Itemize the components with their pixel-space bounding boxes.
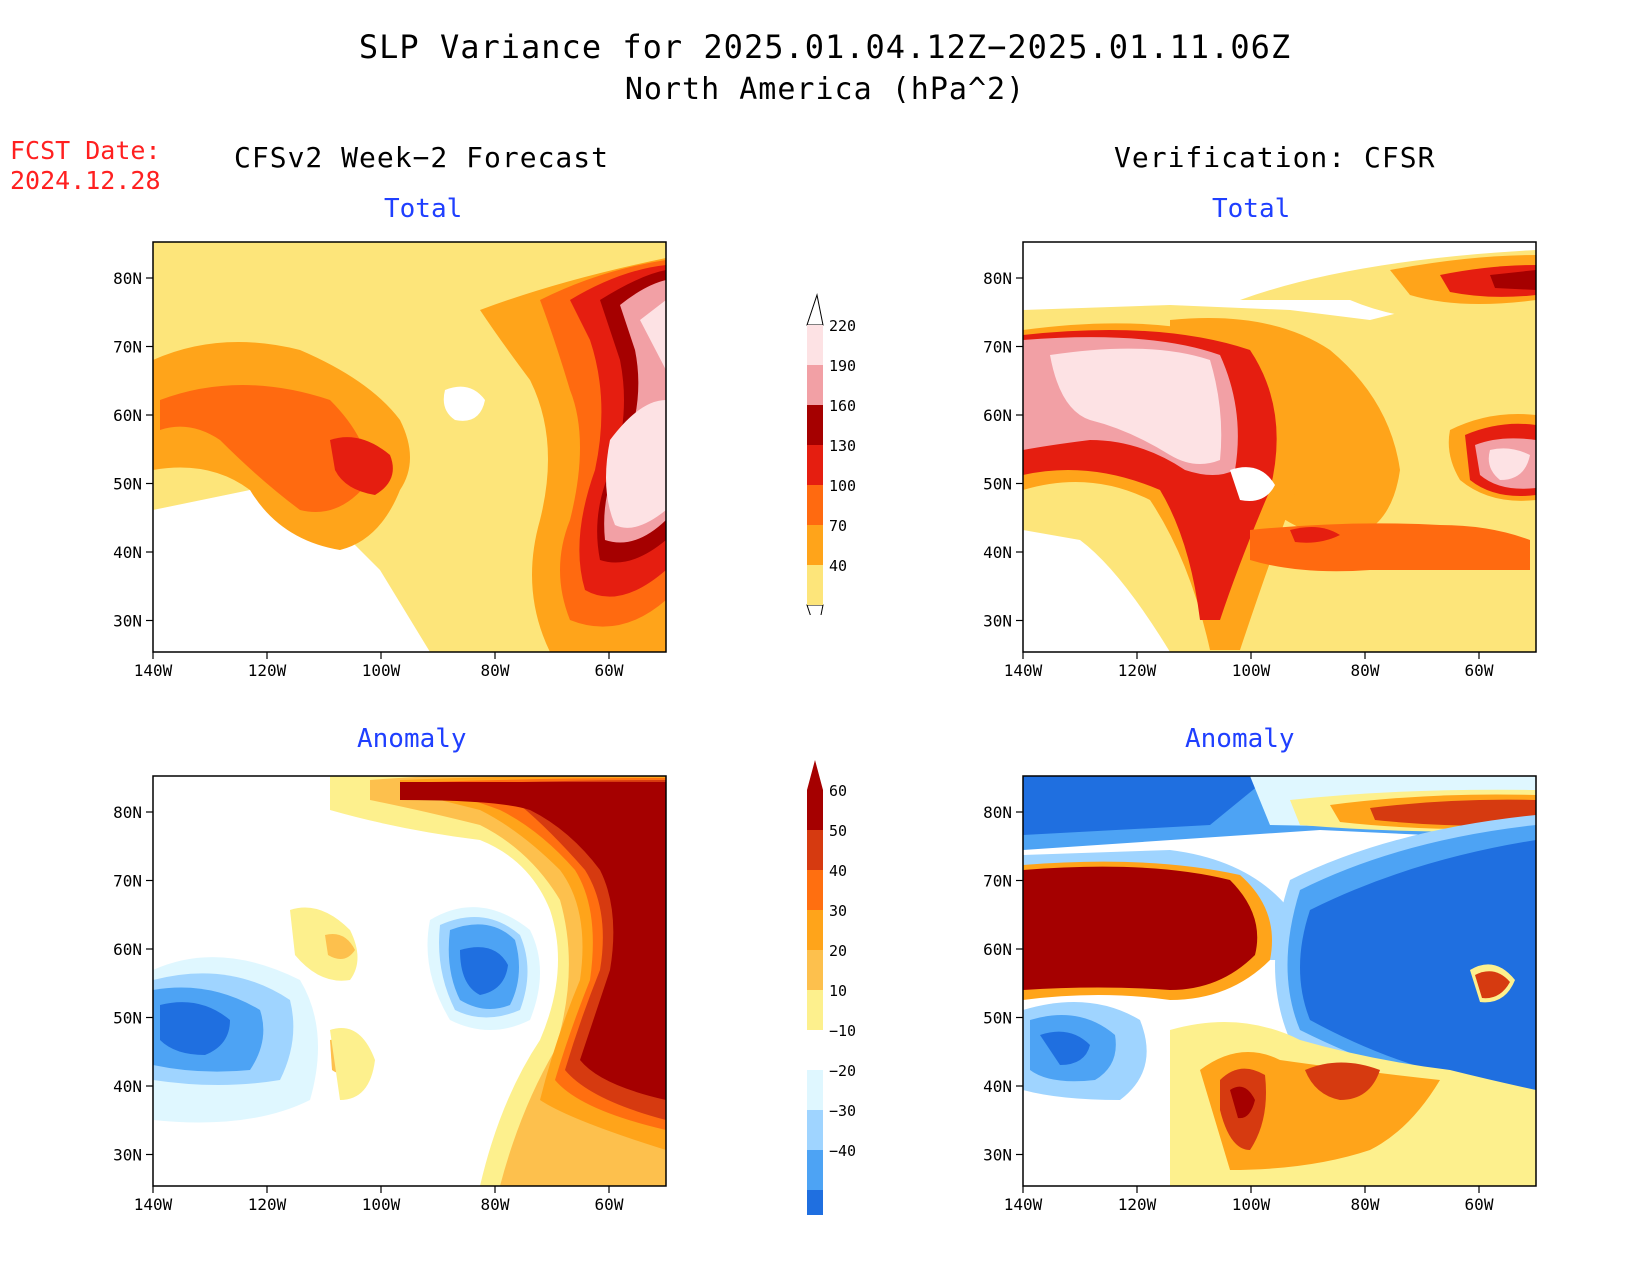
colorbar-swatch bbox=[807, 325, 823, 365]
lon-label: 120W bbox=[248, 661, 287, 680]
lon-label: 80W bbox=[481, 661, 510, 680]
map-verification-anomaly: 80N 70N 60N 50N 40N 30N 140W 120W 100W 80W 60W bbox=[983, 775, 1537, 1210]
lat-label: 40N bbox=[983, 543, 1012, 562]
panel-title-verification-anomaly: Anomaly bbox=[1185, 724, 1295, 754]
colorbar-swatch bbox=[807, 1070, 823, 1110]
colorbar-level-label: −40 bbox=[829, 1142, 856, 1160]
forecast-column-title: CFSv2 Week−2 Forecast bbox=[234, 141, 610, 174]
lon-label: 60W bbox=[1465, 661, 1494, 680]
lon-label: 140W bbox=[1004, 1195, 1043, 1210]
lat-label: 70N bbox=[113, 872, 142, 891]
colorbar-swatch bbox=[807, 525, 823, 565]
fcst-date-value: 2024.12.28 bbox=[10, 166, 161, 195]
lon-label: 60W bbox=[595, 661, 624, 680]
colorbar-level-label: 190 bbox=[829, 357, 856, 375]
lat-label: 50N bbox=[113, 475, 142, 494]
colorbar-swatch bbox=[807, 1150, 823, 1190]
colorbar-level-label: −10 bbox=[829, 1022, 856, 1040]
map-forecast-total: 80N 70N 60N 50N 40N 30N 140W 120W 100W 80W 60W bbox=[113, 241, 667, 680]
lat-label: 40N bbox=[113, 543, 142, 562]
subtitle: North America (hPa^2) bbox=[624, 72, 1026, 107]
lat-label: 80N bbox=[983, 803, 1012, 822]
colorbar-level-label: 160 bbox=[829, 397, 856, 415]
main-title: SLP Variance for 2025.01.04.12Z−2025.01.… bbox=[358, 28, 1292, 66]
colorbar-upper-arrow bbox=[807, 760, 823, 790]
colorbar-swatch bbox=[807, 830, 823, 870]
lon-label: 80W bbox=[1351, 1195, 1380, 1210]
panel-title-verification-total: Total bbox=[1212, 194, 1291, 224]
lat-label: 50N bbox=[113, 1009, 142, 1028]
lat-label: 30N bbox=[983, 1146, 1012, 1165]
lat-label: 30N bbox=[113, 1146, 142, 1165]
lat-label: 30N bbox=[113, 612, 142, 631]
colorbar-level-label: 130 bbox=[829, 437, 856, 455]
lon-label: 120W bbox=[1118, 1195, 1157, 1210]
map-forecast-anomaly: 80N 70N 60N 50N 40N 30N 140W 120W 100W 80W 60W bbox=[113, 775, 667, 1210]
lon-label: 100W bbox=[1232, 1195, 1271, 1210]
panel-title-forecast-total: Total bbox=[384, 194, 463, 224]
lat-label: 80N bbox=[113, 269, 142, 288]
colorbar-anomaly: 60 50 40 30 20 10 −10 −20 −30 −40 bbox=[807, 760, 856, 1215]
lat-label: 40N bbox=[113, 1077, 142, 1096]
colorbar-level-label: 100 bbox=[829, 477, 856, 495]
colorbar-swatch bbox=[807, 910, 823, 950]
colorbar-swatch bbox=[807, 1190, 823, 1215]
lon-label: 120W bbox=[248, 1195, 287, 1210]
lat-label: 50N bbox=[983, 475, 1012, 494]
lat-label: 30N bbox=[983, 612, 1012, 631]
fcst-date: FCST Date: 2024.12.28 bbox=[10, 136, 161, 196]
colorbar-level-label: 60 bbox=[829, 782, 847, 800]
map-verification-total: 80N 70N 60N 50N 40N 30N 140W 120W 100W 80W 60W bbox=[983, 241, 1537, 680]
colorbar-level-label: 40 bbox=[829, 557, 847, 575]
colorbar-swatch bbox=[807, 445, 823, 485]
lat-label: 70N bbox=[113, 338, 142, 357]
colorbar-swatch bbox=[807, 790, 823, 830]
lat-label: 40N bbox=[983, 1077, 1012, 1096]
lon-label: 80W bbox=[481, 1195, 510, 1210]
verification-column-title: Verification: CFSR bbox=[1114, 141, 1436, 174]
colorbar-swatch bbox=[807, 365, 823, 405]
colorbar-swatch bbox=[807, 950, 823, 990]
colorbar-level-label: 220 bbox=[829, 317, 856, 335]
lon-label: 60W bbox=[595, 1195, 624, 1210]
panel-title-forecast-anomaly: Anomaly bbox=[357, 724, 467, 754]
colorbar-level-label: 40 bbox=[829, 862, 847, 880]
lon-label: 120W bbox=[1118, 661, 1157, 680]
lon-label: 140W bbox=[134, 661, 173, 680]
colorbar-level-label: 70 bbox=[829, 517, 847, 535]
lon-label: 100W bbox=[362, 1195, 401, 1210]
colorbar-level-label: 10 bbox=[829, 982, 847, 1000]
lon-label: 60W bbox=[1465, 1195, 1494, 1210]
lat-label: 60N bbox=[113, 406, 142, 425]
colorbar-total: 40 70 100 130 160 190 220 bbox=[806, 293, 856, 615]
colorbar-level-label: −30 bbox=[829, 1102, 856, 1120]
colorbar-lower-arrow bbox=[806, 604, 824, 615]
colorbar-swatch bbox=[807, 1030, 823, 1070]
lat-label: 70N bbox=[983, 338, 1012, 357]
lat-label: 60N bbox=[983, 406, 1012, 425]
lat-label: 80N bbox=[113, 803, 142, 822]
lon-label: 100W bbox=[362, 661, 401, 680]
colorbar-swatch bbox=[807, 565, 823, 605]
lon-label: 140W bbox=[134, 1195, 173, 1210]
colorbar-swatch bbox=[807, 870, 823, 910]
fcst-date-label: FCST Date: bbox=[10, 136, 161, 165]
lat-label: 50N bbox=[983, 1009, 1012, 1028]
lon-label: 140W bbox=[1004, 661, 1043, 680]
colorbar-swatch bbox=[807, 405, 823, 445]
lon-label: 80W bbox=[1351, 661, 1380, 680]
colorbar-swatch bbox=[807, 990, 823, 1030]
colorbar-level-label: 20 bbox=[829, 942, 847, 960]
colorbar-swatch bbox=[807, 485, 823, 525]
lat-label: 60N bbox=[113, 940, 142, 959]
colorbar-swatch bbox=[807, 1110, 823, 1150]
lat-label: 60N bbox=[983, 940, 1012, 959]
lon-label: 100W bbox=[1232, 661, 1271, 680]
lat-label: 80N bbox=[983, 269, 1012, 288]
colorbar-upper-arrow bbox=[806, 293, 824, 326]
colorbar-level-label: 30 bbox=[829, 902, 847, 920]
lat-label: 70N bbox=[983, 872, 1012, 891]
colorbar-level-label: −20 bbox=[829, 1062, 856, 1080]
colorbar-level-label: 50 bbox=[829, 822, 847, 840]
